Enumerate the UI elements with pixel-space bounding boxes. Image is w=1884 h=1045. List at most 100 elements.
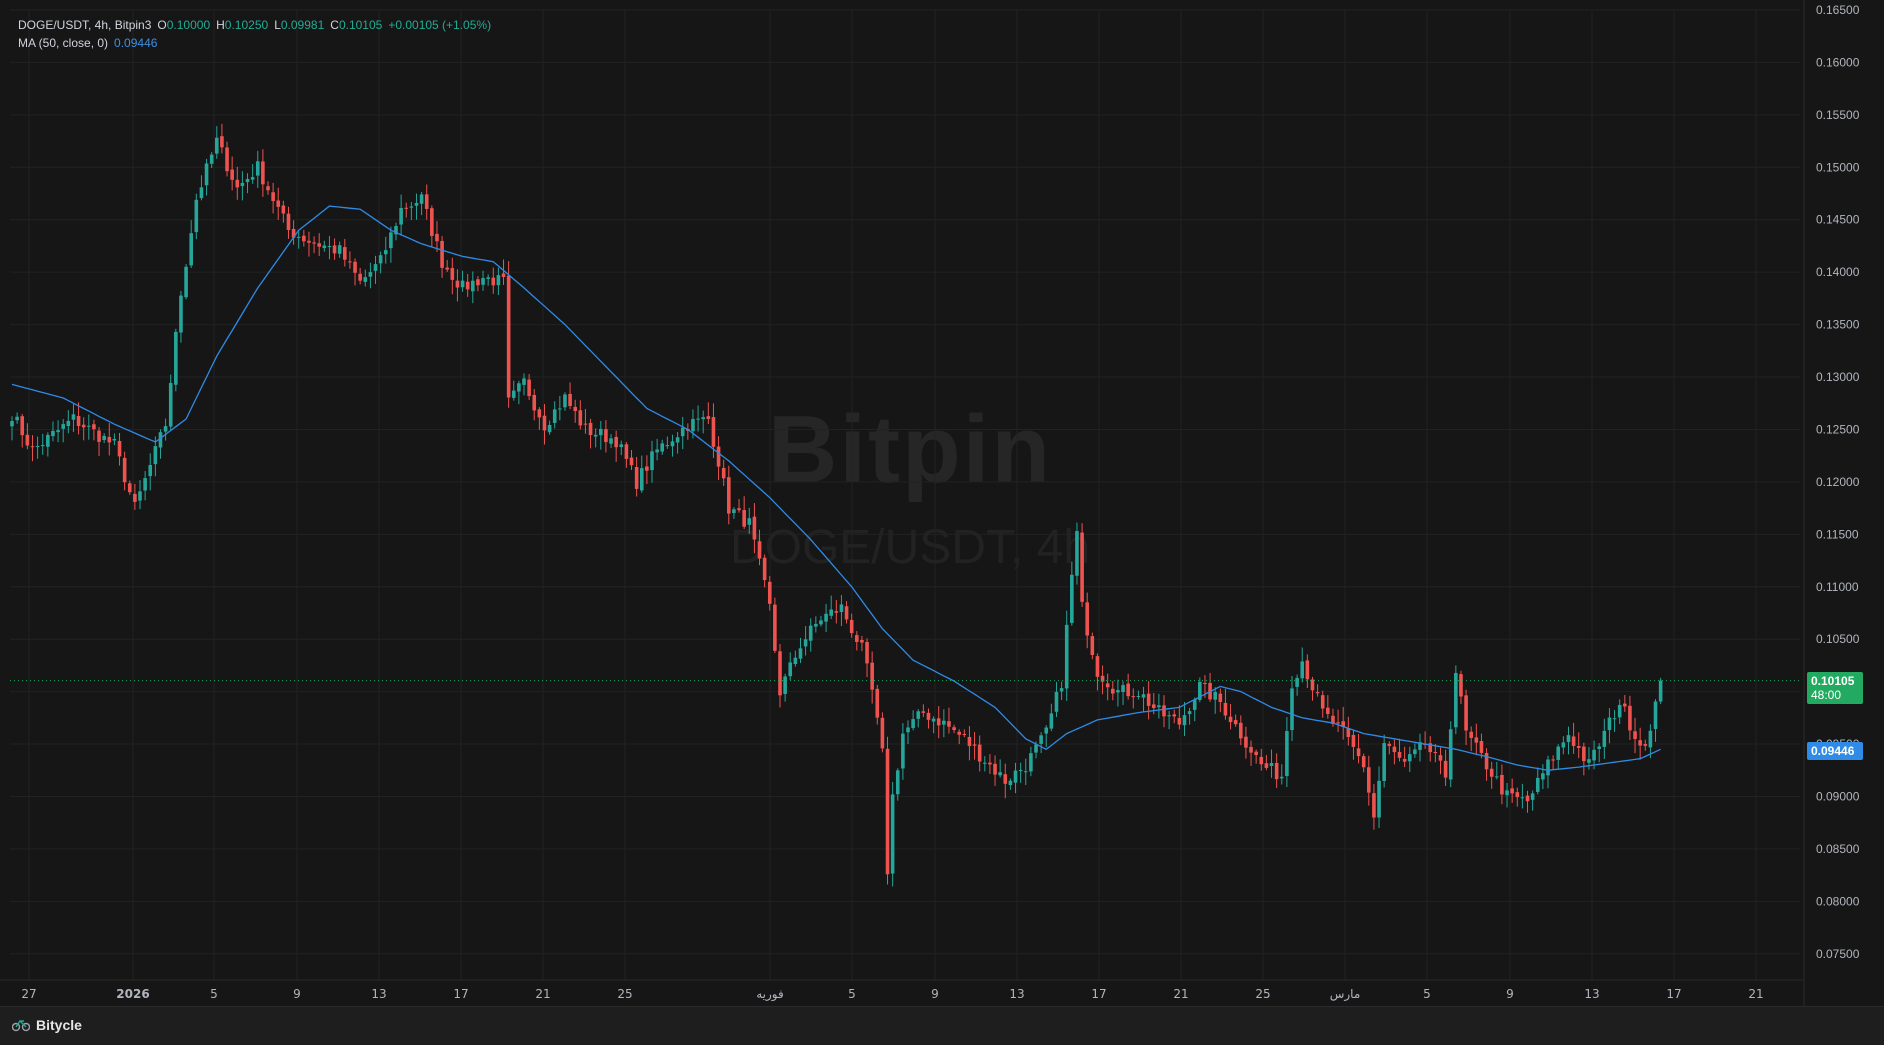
y-tick-label: 0.14000 — [1816, 265, 1860, 279]
candle-down — [875, 688, 880, 718]
candle-down — [880, 717, 885, 749]
y-tick-label: 0.10500 — [1816, 632, 1860, 646]
chart-legend: DOGE/USDT, 4h, Bitpin3 O0.10000 H0.10250… — [18, 16, 491, 52]
candle-up — [1059, 688, 1064, 692]
footer-brand[interactable]: Bitycle — [12, 1017, 82, 1033]
candle-up — [1587, 759, 1591, 763]
candle-down — [317, 243, 321, 247]
candle-down — [1397, 751, 1402, 758]
x-tick-label: 9 — [931, 987, 939, 1001]
candle-down — [476, 279, 480, 286]
candle-up — [158, 432, 163, 448]
candle-down — [122, 457, 127, 483]
candle-up — [496, 275, 501, 286]
candle-down — [1623, 703, 1627, 707]
candle-down — [1474, 737, 1479, 743]
candle-down — [767, 581, 772, 604]
candle-down — [711, 417, 716, 447]
candle-up — [56, 430, 60, 433]
candle-up — [1612, 718, 1617, 720]
candle-down — [834, 611, 839, 613]
y-tick-label: 0.16500 — [1816, 3, 1860, 17]
candle-down — [1525, 795, 1530, 802]
candle-up — [471, 280, 475, 292]
candle-up — [35, 446, 40, 448]
candle-down — [957, 731, 961, 735]
candle-down — [465, 281, 470, 290]
candle-down — [716, 446, 721, 467]
candle-up — [1495, 776, 1499, 778]
candle-down — [849, 619, 854, 634]
candle-up — [1044, 727, 1049, 734]
candle-up — [1013, 770, 1018, 783]
ma-line — [11, 205, 1661, 771]
candle-down — [1500, 774, 1504, 795]
candle-up — [1029, 753, 1033, 772]
high-value: 0.10250 — [224, 18, 269, 32]
x-tick-label: 17 — [453, 987, 468, 1001]
candle-down — [721, 467, 726, 479]
candle-up — [1121, 685, 1125, 693]
candle-up — [1018, 769, 1023, 771]
candle-down — [506, 275, 511, 398]
candle-down — [583, 423, 588, 425]
candle-down — [30, 446, 35, 448]
candle-down — [737, 508, 741, 511]
candle-up — [593, 434, 598, 437]
candle-up — [783, 676, 787, 694]
candle-up — [1136, 695, 1141, 697]
candle-up — [419, 194, 424, 204]
candle-up — [901, 733, 905, 769]
candle-up — [46, 434, 50, 447]
y-tick-label: 0.13000 — [1816, 370, 1860, 384]
y-tick-label: 0.07500 — [1816, 947, 1860, 961]
candle-up — [138, 491, 142, 501]
close-label: C — [330, 18, 339, 32]
countdown-value: 48:00 — [1811, 687, 1842, 702]
candle-up — [414, 202, 419, 206]
candle-up — [255, 161, 260, 176]
x-tick-label: 13 — [371, 987, 386, 1001]
x-tick-label: 9 — [293, 987, 301, 1001]
candle-down — [1090, 636, 1095, 656]
last-price-value: 0.10105 — [1811, 673, 1855, 688]
last-price-tag: 0.10105 48:00 — [1807, 671, 1863, 704]
candle-down — [778, 651, 782, 696]
ma-row[interactable]: MA (50, close, 0) 0.09446 — [18, 34, 491, 52]
x-tick-label: 13 — [1009, 987, 1024, 1001]
candle-up — [1182, 715, 1187, 726]
x-tick-label: 25 — [617, 987, 632, 1001]
candle-down — [1310, 679, 1315, 691]
candle-up — [1520, 797, 1525, 799]
candle-down — [1571, 736, 1576, 747]
candle-up — [327, 246, 332, 248]
candle-up — [486, 277, 490, 279]
candle-up — [660, 443, 665, 452]
candle-up — [179, 295, 183, 333]
candle-down — [1320, 695, 1325, 709]
candle-up — [1546, 759, 1550, 776]
candle-up — [691, 418, 695, 432]
candle-up — [1561, 742, 1566, 748]
candle-up — [1300, 661, 1305, 679]
candle-up — [998, 772, 1002, 776]
candle-up — [1617, 704, 1622, 718]
candle-down — [312, 242, 316, 244]
candle-down — [1469, 731, 1473, 738]
candle-down — [1244, 736, 1248, 748]
candle-up — [1064, 624, 1069, 689]
candle-down — [1095, 656, 1100, 677]
y-tick-label: 0.14500 — [1816, 213, 1860, 227]
candle-up — [460, 280, 465, 288]
candle-down — [353, 261, 357, 273]
candle-down — [962, 734, 967, 736]
candle-down — [1254, 751, 1258, 756]
candle-up — [1505, 790, 1509, 796]
y-tick-label: 0.08500 — [1816, 842, 1860, 856]
symbol-label[interactable]: DOGE/USDT, 4h, Bitpin3 — [18, 18, 152, 32]
open-value: 0.10000 — [166, 18, 211, 32]
candle-down — [604, 429, 608, 443]
candle-up — [1167, 715, 1171, 717]
